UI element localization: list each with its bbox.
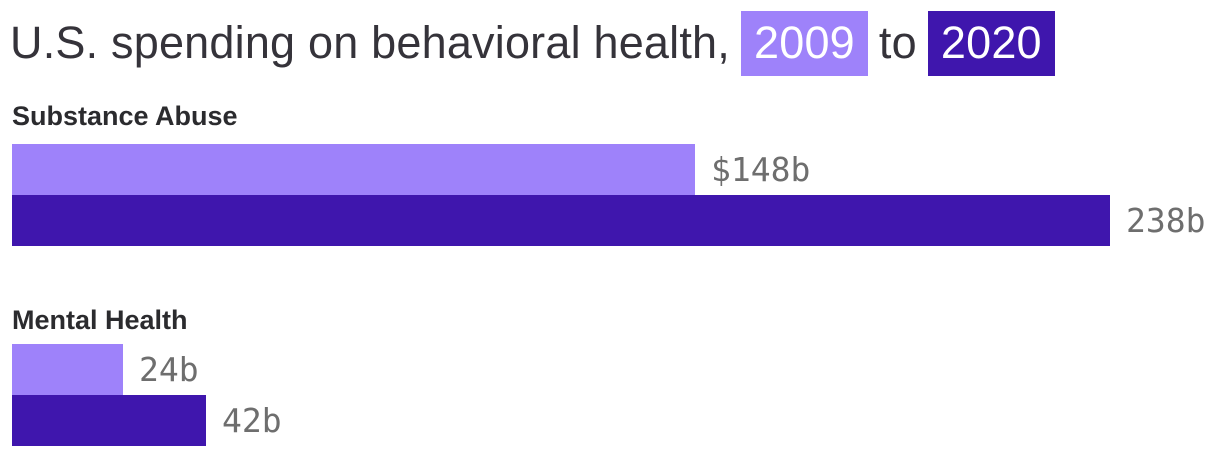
bar-row-mental-health-2020: 42b [0,395,1220,446]
bar-row-mental-health-2009: 24b [0,344,1220,395]
bar-mental-health-2009 [12,344,123,395]
title-text: U.S. spending on behavioral health, [10,17,730,68]
bar-group-mental-health: 24b 42b [0,344,1220,446]
bar-substance-abuse-2009 [12,144,695,195]
group-label-mental-health: Mental Health [12,305,188,335]
title-connector: to [878,17,917,68]
value-label-mental-health-2009: 24b [139,350,199,389]
value-label-mental-health-2020: 42b [222,401,282,440]
group-label-substance-abuse: Substance Abuse [12,101,238,131]
bar-row-substance-abuse-2020: 238b [0,195,1220,246]
chart-title: U.S. spending on behavioral health, 2009 t… [0,0,1220,77]
bar-substance-abuse-2020 [12,195,1110,246]
bar-mental-health-2020 [12,395,206,446]
value-label-substance-abuse-2020: 238b [1126,201,1206,240]
group-mental-health: Mental Health 24b 42b [0,304,1220,446]
title-year-2009-highlight: 2009 [741,10,868,76]
value-label-substance-abuse-2009: $148b [711,150,811,189]
group-substance-abuse: Substance Abuse $148b 238b [0,100,1220,246]
title-year-2020-highlight: 2020 [927,10,1055,76]
bar-row-substance-abuse-2009: $148b [0,144,1220,195]
bar-group-substance-abuse: $148b 238b [0,144,1220,246]
